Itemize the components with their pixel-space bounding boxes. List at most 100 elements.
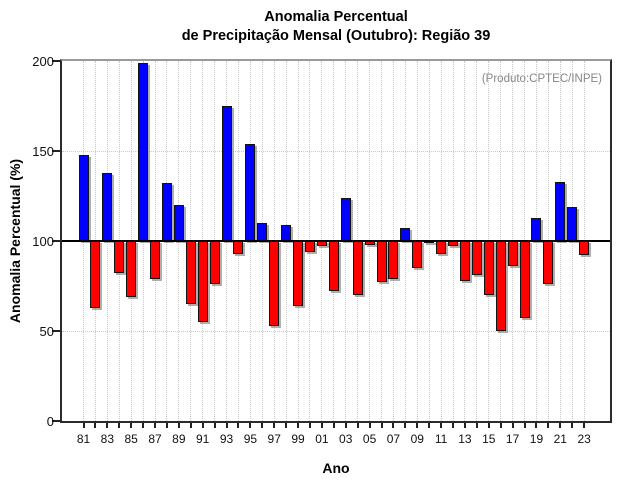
bar-1983 (102, 172, 113, 241)
bar-1991 (197, 241, 208, 322)
x-tick-label: 21 (553, 432, 567, 446)
horizontal-gridline (62, 151, 610, 152)
x-tick (225, 423, 228, 428)
bar-2011 (436, 241, 447, 254)
bar-2021 (555, 181, 566, 241)
x-tick (297, 423, 300, 428)
bar-1999 (293, 241, 304, 306)
x-tick-label: 87 (148, 432, 162, 446)
x-tick-label: 89 (172, 432, 186, 446)
bar-2000 (304, 241, 315, 252)
bar-2020 (543, 241, 554, 285)
x-tick-label: 03 (339, 432, 353, 446)
x-tick-label: 07 (386, 432, 401, 446)
x-tick (189, 423, 192, 428)
bar-2022 (567, 206, 578, 241)
horizontal-gridline (62, 331, 610, 332)
bar-1989 (173, 205, 184, 241)
x-tick (511, 423, 514, 428)
x-tick (428, 423, 431, 428)
x-axis-label: Ano (322, 460, 350, 476)
x-tick (368, 423, 371, 428)
x-tick (273, 423, 276, 428)
y-tick-label: 150 (32, 144, 54, 159)
y-tick (52, 60, 60, 62)
bar-2007 (388, 241, 399, 279)
bar-2003 (340, 197, 351, 241)
x-tick (344, 423, 347, 428)
x-tick (416, 423, 419, 428)
bar-2013 (459, 241, 470, 281)
x-tick (475, 423, 478, 428)
y-tick-label: 200 (32, 54, 54, 69)
x-tick (583, 423, 586, 428)
baseline-100 (62, 240, 610, 242)
y-tick (52, 240, 60, 242)
x-tick-label: 19 (529, 432, 544, 446)
y-tick (52, 150, 60, 152)
chart-title-line1: Anomalia Percentual (264, 9, 408, 25)
x-tick (440, 423, 443, 428)
x-tick (154, 423, 157, 428)
x-tick-label: 83 (100, 432, 114, 446)
x-tick (177, 423, 180, 428)
x-tick-label: 09 (410, 432, 424, 446)
x-tick (213, 423, 216, 428)
x-tick-label: 13 (458, 432, 472, 446)
x-tick (130, 423, 133, 428)
x-tick-label: 95 (243, 432, 258, 446)
x-tick (392, 423, 395, 428)
x-tick (106, 423, 109, 428)
x-tick (404, 423, 407, 428)
bar-2017 (507, 241, 518, 267)
x-tick (380, 423, 383, 428)
source-annotation: (Produto:CPTEC/INPE) (481, 73, 602, 85)
bar-1982 (90, 241, 101, 308)
x-tick (249, 423, 252, 428)
x-tick-label: 81 (76, 432, 91, 446)
bar-1993 (221, 106, 232, 241)
x-tick-label: 93 (219, 432, 234, 446)
bar-2009 (412, 241, 423, 268)
y-tick-label: 0 (46, 414, 54, 429)
x-tick (261, 423, 264, 428)
x-tick-label: 05 (362, 432, 377, 446)
x-tick (332, 423, 335, 428)
bar-2014 (471, 241, 482, 276)
bar-2019 (531, 217, 542, 241)
chart-title-line2: de Precipitação Mensal (Outubro): Região… (181, 28, 491, 44)
bar-1996 (257, 223, 268, 241)
y-tick (52, 420, 60, 422)
x-tick (237, 423, 240, 428)
x-tick (165, 423, 168, 428)
x-tick (94, 423, 97, 428)
x-tick (523, 423, 526, 428)
bar-1995 (245, 143, 256, 241)
x-tick (487, 423, 490, 428)
x-tick (142, 423, 145, 428)
bar-2006 (376, 241, 387, 283)
x-tick-label: 17 (505, 432, 520, 446)
x-tick (308, 423, 311, 428)
x-tick (559, 423, 562, 428)
bar-1981 (78, 154, 89, 241)
x-tick (118, 423, 121, 428)
x-tick (320, 423, 323, 428)
x-tick (452, 423, 455, 428)
bar-2018 (519, 241, 530, 319)
x-tick (499, 423, 502, 428)
bar-1985 (126, 241, 137, 297)
x-tick-label: 01 (315, 432, 329, 446)
x-tick-label: 85 (124, 432, 138, 446)
bar-1987 (150, 241, 161, 279)
plot-area (60, 59, 612, 423)
x-tick (356, 423, 359, 428)
bar-1988 (161, 183, 172, 241)
bar-2015 (483, 241, 494, 295)
bar-2004 (352, 241, 363, 295)
x-tick (535, 423, 538, 428)
x-tick-label: 23 (577, 432, 591, 446)
x-tick-label: 97 (267, 432, 281, 446)
bar-1998 (281, 224, 292, 241)
